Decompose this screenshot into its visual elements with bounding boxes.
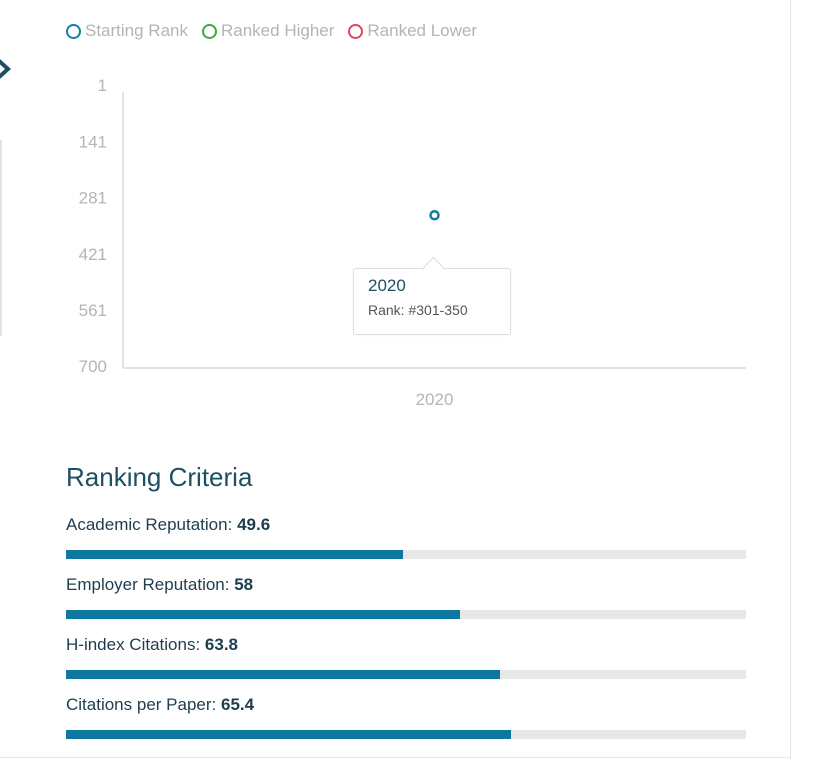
chart-tooltip: 2020 Rank: #301-350 [353,256,511,335]
criterion-h-index-citations: H-index Citations: 63.8 [66,634,746,679]
criterion-name: Citations per Paper: [66,695,217,714]
chart-legend: Starting Rank Ranked Higher Ranked Lower [66,20,477,42]
chevron-right-icon[interactable] [0,58,14,80]
bottom-divider [0,757,790,758]
criterion-citations-per-paper: Citations per Paper: 65.4 [66,694,746,739]
criterion-label: Employer Reputation: 58 [66,574,746,596]
legend-circle-icon [66,23,81,39]
rank-point[interactable] [429,209,440,221]
criterion-value: 63.8 [204,635,238,654]
y-tick-label: 700 [79,357,107,376]
criterion-label: Citations per Paper: 65.4 [66,694,746,716]
y-tick-label: 1 [98,76,107,95]
criterion-value: 65.4 [220,695,255,714]
criterion-name: Academic Reputation: [66,515,233,534]
criterion-employer-reputation: Employer Reputation: 58 [66,574,746,619]
score-bar-fill [66,730,511,739]
legend-circle-icon [202,23,217,39]
score-bar-track [66,670,746,679]
score-bar-track [66,730,746,739]
left-panel-edge [0,140,2,336]
legend-item-ranked-higher[interactable]: Ranked Higher [202,21,334,41]
rank-chart: 1 141 281 421 561 700 2020 [79,76,746,409]
y-tick-label: 561 [79,301,107,320]
criterion-name: Employer Reputation: [66,575,230,594]
criteria-heading: Ranking Criteria [66,462,253,492]
legend-label: Ranked Higher [221,21,335,40]
score-bar-fill [66,670,500,679]
legend-item-starting-rank[interactable]: Starting Rank [66,21,188,41]
legend-circle-icon [348,23,364,39]
right-divider [790,0,791,759]
y-tick-label: 281 [79,189,107,208]
criterion-label: H-index Citations: 63.8 [66,634,746,656]
score-bar-track [66,610,746,619]
y-tick-label: 421 [79,245,107,264]
score-bar-fill [66,550,404,559]
tooltip-rank: Rank: #301-350 [368,302,468,318]
score-bar-fill [66,610,461,619]
criterion-value: 49.6 [237,515,271,534]
tooltip-year: 2020 [368,276,406,295]
criterion-academic-reputation: Academic Reputation: 49.6 [66,514,746,559]
criterion-value: 58 [234,575,254,594]
legend-item-ranked-lower[interactable]: Ranked Lower [348,21,477,41]
legend-label: Starting Rank [85,21,188,40]
x-tick-label: 2020 [416,390,454,409]
legend-label: Ranked Lower [367,21,478,40]
criterion-label: Academic Reputation: 49.6 [66,514,746,536]
y-tick-label: 141 [79,132,107,151]
score-bar-track [66,550,746,559]
criterion-name: H-index Citations: [66,635,201,654]
